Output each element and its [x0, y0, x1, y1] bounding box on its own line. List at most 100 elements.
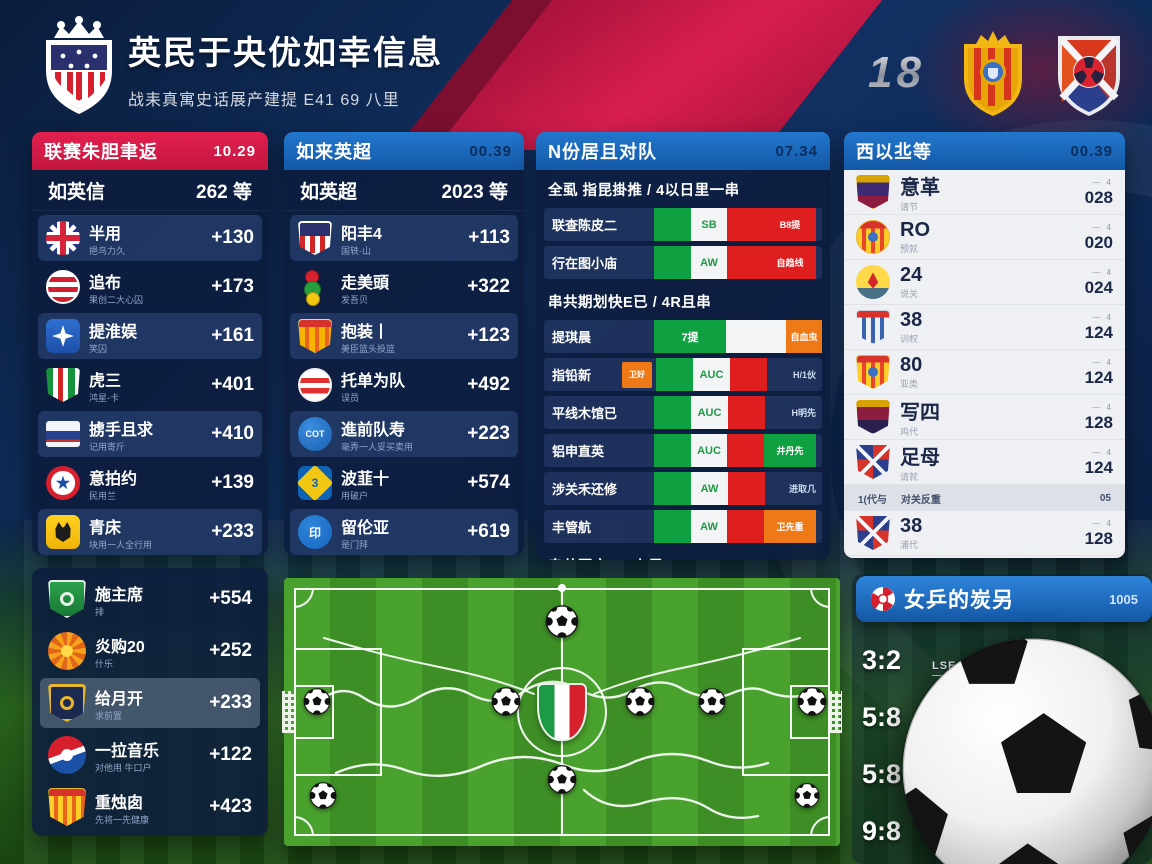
- ring-shape: [59, 591, 75, 607]
- team-text: 走美頭 发吾贝: [341, 269, 389, 306]
- team-subtitle: 亚类: [900, 379, 919, 389]
- extra-rows: 施主席排 +554 炎购20 什乐 +252 给月开 求前置 +233 一拉音乐 对他用 牛口户 +…: [32, 568, 268, 836]
- panel-standings: 西以丠等 00.39 意革 请节 — 4 028 RO 预就 — 4 020 24 说关 — 4 02…: [844, 132, 1125, 558]
- form-right: B8提: [764, 208, 822, 241]
- odds-value[interactable]: +554: [209, 588, 252, 609]
- form-body: 全虱 指昆掛推 / 4以日里一串联查陈皮二 SB B8提 行在图小庙 AW 自趋线串共期划…: [536, 170, 830, 560]
- odds-row[interactable]: 印 留伦亚 是门拜 +619: [290, 509, 518, 555]
- odds-row[interactable]: 走美頭 发吾贝 +322: [290, 264, 518, 310]
- odds-row[interactable]: 提淮娱 笑囚 +161: [38, 313, 262, 359]
- odds-row[interactable]: 施主席排 +554: [40, 574, 260, 624]
- team-text: 阳丰4 国轶-山: [341, 220, 382, 257]
- odds-row[interactable]: 炎购20 什乐 +252: [40, 626, 260, 676]
- odds-value[interactable]: +139: [211, 472, 254, 493]
- odds-row[interactable]: 虎三 鸿星-卡 +401: [38, 362, 262, 408]
- form-right: H明先: [791, 408, 817, 418]
- odds-value[interactable]: +113: [468, 227, 510, 248]
- points-number: 020: [1084, 232, 1113, 252]
- odds-value[interactable]: +123: [467, 325, 510, 346]
- pitch-diagram: [282, 578, 842, 846]
- form-row[interactable]: 平线木馆已 AUC H明先: [544, 396, 822, 429]
- standings-row[interactable]: 意革 请节 — 4 028: [844, 170, 1125, 215]
- odds-value[interactable]: +161: [211, 325, 254, 346]
- flag-red-segment: [727, 510, 765, 543]
- panel-form-header[interactable]: N份居且对队 07.34: [536, 132, 830, 170]
- points-value: — 4 024: [1085, 268, 1113, 296]
- odds-value[interactable]: +423: [209, 796, 252, 817]
- form-label: 联查陈皮二: [552, 218, 618, 233]
- team-subtitle: 果创二大心囚: [89, 294, 144, 305]
- standings-row[interactable]: 80 亚类 — 4 124: [844, 350, 1125, 395]
- odds-row[interactable]: 阳丰4 国轶-山 +113: [290, 215, 518, 261]
- odds-row[interactable]: 托单为队 误员 +492: [290, 362, 518, 408]
- panel-standings-header[interactable]: 西以丠等 00.39: [844, 132, 1125, 170]
- result-badge: 自趋线: [764, 246, 817, 279]
- odds-value[interactable]: +492: [467, 374, 510, 395]
- form-row[interactable]: 丰管航 AW 卫先重: [544, 510, 822, 543]
- flag-white-segment: AUC: [691, 396, 728, 429]
- standings-row[interactable]: 24 说关 — 4 024: [844, 260, 1125, 305]
- form-row[interactable]: 涉关禾还修 AW 进取几: [544, 472, 822, 505]
- orange-crest-icon: [298, 319, 332, 353]
- panel-epl-subheader[interactable]: 如英超 2023 等: [284, 170, 524, 211]
- odds-value[interactable]: +130: [211, 227, 254, 248]
- form-row[interactable]: 指铅新 卫好 AUC H/1伙: [544, 358, 822, 391]
- team-text: 给月开 求前置: [95, 685, 143, 722]
- odds-value[interactable]: +223: [467, 423, 510, 444]
- form-row[interactable]: 行在图小庙 AW 自趋线: [544, 246, 822, 279]
- goal-area-left: [294, 685, 334, 739]
- form-right: 卫先重: [764, 510, 822, 543]
- odds-row[interactable]: 追布 果创二大心囚 +173: [38, 264, 262, 310]
- odds-value[interactable]: +122: [209, 744, 252, 765]
- standings-row[interactable]: 38 训权 — 4 124: [844, 305, 1125, 350]
- flag-white-segment: AUC: [693, 358, 730, 391]
- odds-value[interactable]: +233: [211, 521, 254, 542]
- odds-value[interactable]: +173: [211, 276, 254, 297]
- odds-row[interactable]: 抱装丨 美臣篮头投篮 +123: [290, 313, 518, 359]
- panel-epl-header[interactable]: 如来英超 00.39: [284, 132, 524, 170]
- standings-row[interactable]: 足母 请就 — 4 124: [844, 440, 1125, 485]
- odds-row[interactable]: 掳手且求 记用寄斤 +410: [38, 411, 262, 457]
- panel-league-subheader[interactable]: 如英信 262 等: [32, 170, 268, 211]
- form-row[interactable]: 铝申直英 AUC 井丹先: [544, 434, 822, 467]
- scores-header[interactable]: 女乒的炭另 1005: [856, 576, 1152, 622]
- app-header: 英民于央优如幸信息 战耒真寓史话展产建提 E41 69 八里 18: [0, 0, 1152, 130]
- form-row[interactable]: 联查陈皮二 SB B8提: [544, 208, 822, 241]
- form-section-title: 全虱 指昆掛推 / 4以日里一串: [548, 183, 740, 199]
- standings-row[interactable]: RO 预就 — 4 020: [844, 215, 1125, 260]
- ball-logo-icon: [870, 587, 895, 611]
- odds-value[interactable]: +619: [467, 521, 510, 542]
- player-ball-icon: [625, 686, 655, 721]
- odds-value[interactable]: +252: [209, 640, 252, 661]
- odds-row[interactable]: 意拍约 民用兰 +139: [38, 460, 262, 506]
- spark-shape: [52, 325, 74, 347]
- odds-value[interactable]: +233: [209, 692, 252, 713]
- player-ball-icon: [547, 764, 577, 799]
- odds-value[interactable]: +410: [211, 423, 254, 444]
- flag-red-segment: [728, 396, 765, 429]
- form-section-title: 串共期划快E已 / 4R且串: [548, 295, 712, 311]
- standings-divider[interactable]: 1(代与 对关反重 05: [844, 485, 1125, 511]
- odds-row[interactable]: 一拉音乐 对他用 牛口户 +122: [40, 730, 260, 780]
- divider-left: 1(代与: [858, 494, 887, 506]
- flag-white-segment: [726, 320, 786, 353]
- flag-red-segment: [727, 434, 765, 467]
- standings-row[interactable]: 写四 鸡代 — 4 128: [844, 395, 1125, 440]
- italy-flag-shield-icon: [537, 683, 587, 741]
- odds-row[interactable]: 半用 挹鸟力久 +130: [38, 215, 262, 261]
- odds-row[interactable]: 重烛囱 先将一先健康 +423: [40, 782, 260, 832]
- form-row[interactable]: 提琪晨 7提 自血虫: [544, 320, 822, 353]
- odds-value[interactable]: +574: [467, 472, 510, 493]
- standings-row[interactable]: 38 浦代 — 4 128: [844, 511, 1125, 556]
- team-name: 掳手且求: [89, 421, 154, 439]
- odds-row[interactable]: COT 進前队寿 毫弄一人妥买卖用 +223: [290, 411, 518, 457]
- team-subtitle: 先将一先健康: [95, 814, 150, 825]
- league-rows: 半用 挹鸟力久 +130 追布 果创二大心囚 +173 提淮娱 笑囚 +161 虎三 鸿星-卡 +40…: [32, 211, 268, 555]
- odds-value[interactable]: +322: [467, 276, 510, 297]
- team-name: 走美頭: [341, 274, 390, 292]
- odds-value[interactable]: +401: [211, 374, 254, 395]
- odds-row[interactable]: 3 波韮十 用破户 +574: [290, 460, 518, 506]
- odds-row[interactable]: 给月开 求前置 +233: [40, 678, 260, 728]
- odds-row[interactable]: 青床 块用一人全行用 +233: [38, 509, 262, 555]
- panel-league-header[interactable]: 联赛朱胆聿返 10.29: [32, 132, 268, 170]
